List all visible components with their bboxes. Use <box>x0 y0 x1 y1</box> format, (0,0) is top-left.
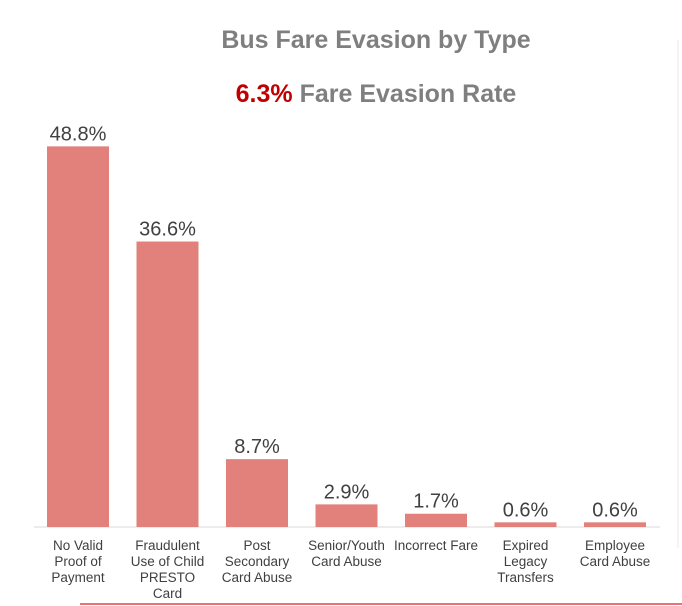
category-label-3-line-3: Card Abuse <box>222 570 293 585</box>
bar-2 <box>136 241 199 527</box>
category-label-1-line-2: Proof of <box>54 554 102 569</box>
category-label-2-line-4: Card <box>153 586 182 601</box>
category-label-6-line-2: Legacy <box>504 554 548 569</box>
category-label-2-line-3: PRESTO <box>140 570 195 585</box>
data-label-1: 48.8% <box>50 123 107 145</box>
bar-7 <box>584 522 646 527</box>
bars-group <box>47 146 646 528</box>
data-label-4: 2.9% <box>324 481 370 503</box>
category-label-6-line-3: Transfers <box>497 570 554 585</box>
chart-title: Bus Fare Evasion by Type <box>221 26 531 54</box>
category-label-1-line-1: No Valid <box>53 538 103 553</box>
fare-evasion-rate-label: Fare Evasion Rate <box>299 80 517 108</box>
data-label-6: 0.6% <box>503 499 549 521</box>
category-label-6-line-1: Expired <box>503 538 549 553</box>
data-label-7: 0.6% <box>592 499 638 521</box>
data-labels-group: 48.8% 36.6% 8.7% 2.9% 1.7% 0.6% 0.6% <box>50 123 638 521</box>
category-label-1-line-3: Payment <box>51 570 105 585</box>
category-label-4-line-1: Senior/Youth <box>308 538 385 553</box>
category-label-3-line-1: Post <box>243 538 270 553</box>
fare-evasion-rate: 6.3% <box>235 80 293 108</box>
category-label-4-line-2: Card Abuse <box>311 554 382 569</box>
category-label-7-line-2: Card Abuse <box>580 554 651 569</box>
bar-5 <box>405 513 467 527</box>
bar-4 <box>315 504 378 527</box>
bar-6 <box>494 522 557 527</box>
category-label-5-line-1: Incorrect Fare <box>394 538 478 553</box>
data-label-5: 1.7% <box>413 491 459 513</box>
data-label-3: 8.7% <box>234 436 280 458</box>
category-label-3-line-2: Secondary <box>225 554 290 569</box>
bar-1 <box>47 146 109 528</box>
category-label-2-line-2: Use of Child <box>131 554 205 569</box>
category-label-7-line-1: Employee <box>585 538 645 553</box>
chart-subtitle: 6.3% Fare Evasion Rate <box>0 80 682 109</box>
category-label-2-line-1: Fraudulent <box>135 538 200 553</box>
bar-3 <box>226 459 288 527</box>
data-label-2: 36.6% <box>139 219 196 241</box>
